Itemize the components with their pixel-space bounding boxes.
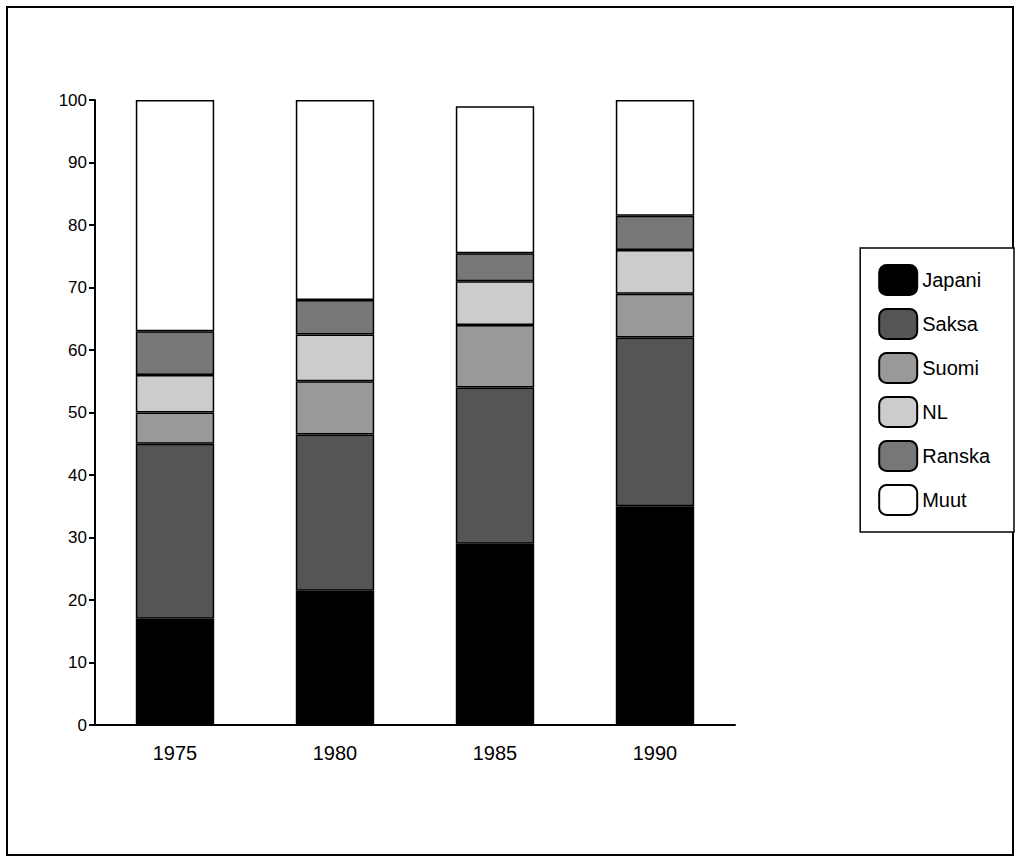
svg-text:40: 40 (68, 466, 87, 485)
svg-text:30: 30 (68, 528, 87, 547)
svg-text:10: 10 (68, 653, 87, 672)
svg-text:90: 90 (68, 153, 87, 172)
svg-text:1985: 1985 (473, 742, 518, 764)
svg-text:Japani: Japani (922, 269, 981, 291)
svg-text:Suomi: Suomi (922, 357, 979, 379)
svg-text:100: 100 (59, 91, 87, 110)
svg-text:70: 70 (68, 278, 87, 297)
svg-text:50: 50 (68, 403, 87, 422)
svg-text:80: 80 (68, 216, 87, 235)
svg-text:20: 20 (68, 591, 87, 610)
svg-text:1980: 1980 (313, 742, 358, 764)
svg-text:1975: 1975 (153, 742, 198, 764)
svg-text:1990: 1990 (633, 742, 678, 764)
svg-text:Ranska: Ranska (922, 445, 991, 467)
svg-text:NL: NL (922, 401, 948, 423)
svg-text:0: 0 (78, 716, 87, 735)
svg-text:Muut: Muut (922, 489, 967, 511)
svg-text:Saksa: Saksa (922, 313, 978, 335)
svg-text:60: 60 (68, 341, 87, 360)
